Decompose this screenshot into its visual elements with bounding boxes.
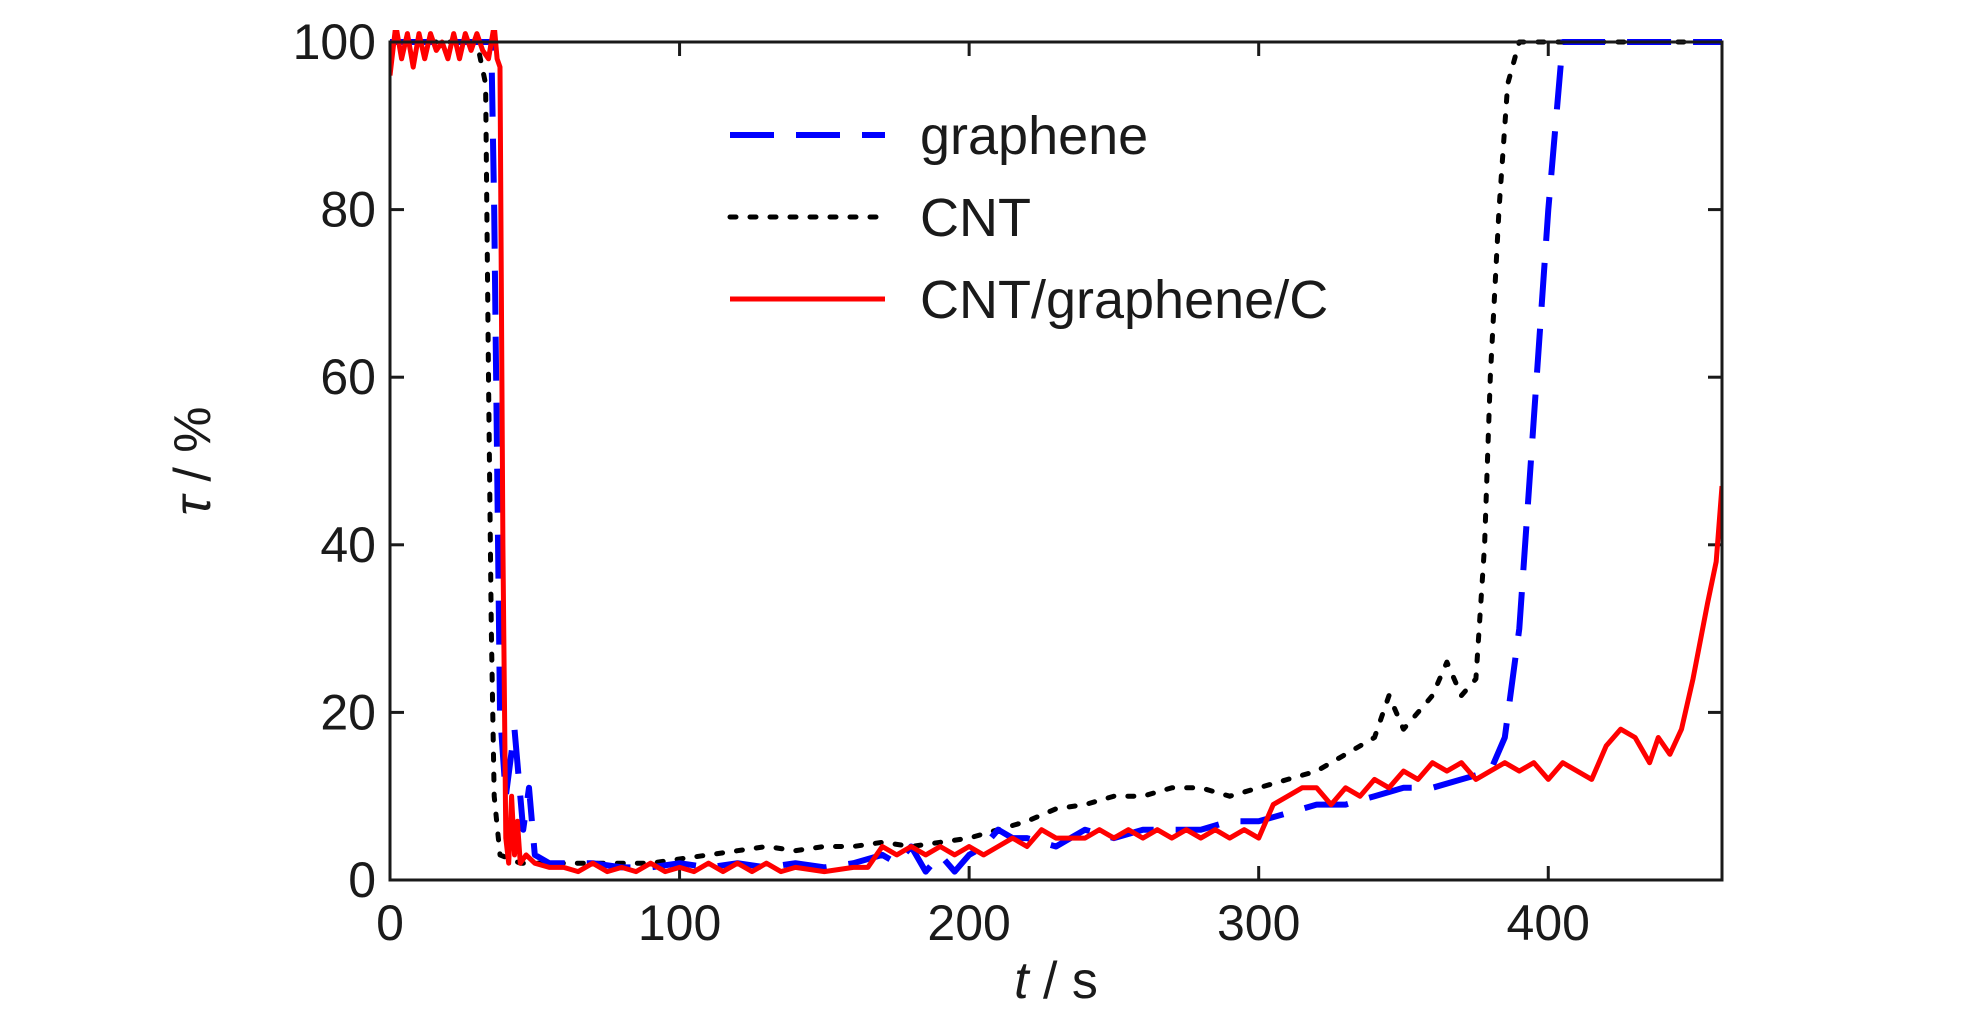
y-tick-label: 80 — [320, 182, 376, 238]
x-axis-var: t — [1014, 952, 1031, 1010]
legend-label: CNT/graphene/C — [920, 270, 1328, 330]
x-axis-label: t / s — [1014, 952, 1098, 1010]
x-tick-label: 200 — [927, 895, 1010, 951]
x-tick-label: 400 — [1507, 895, 1590, 951]
legend: graphene CNT CNT/graphene/C — [727, 106, 1328, 330]
y-tick-label: 100 — [293, 14, 376, 70]
y-axis-unit: / % — [164, 406, 222, 496]
y-tick-label: 20 — [320, 684, 376, 740]
x-axis-unit: / s — [1029, 952, 1098, 1010]
plot-frame — [388, 40, 1724, 882]
y-tick-label: 40 — [320, 517, 376, 573]
x-tick-label: 100 — [638, 895, 721, 951]
series-line-graphene — [390, 39, 1722, 875]
tick-labels: 0 100 200 300 400 0 20 40 60 80 100 — [293, 14, 1590, 951]
y-tick-label: 60 — [320, 349, 376, 405]
series-line-cnt — [390, 39, 1722, 866]
axis-ticks — [388, 40, 1722, 882]
legend-label: graphene — [920, 106, 1148, 166]
y-axis-var: τ — [164, 493, 222, 516]
x-tick-label: 0 — [376, 895, 404, 951]
y-axis-label: τ / % — [164, 406, 222, 515]
legend-label: CNT — [920, 188, 1031, 248]
y-tick-label: 0 — [348, 852, 376, 908]
x-tick-label: 300 — [1217, 895, 1300, 951]
